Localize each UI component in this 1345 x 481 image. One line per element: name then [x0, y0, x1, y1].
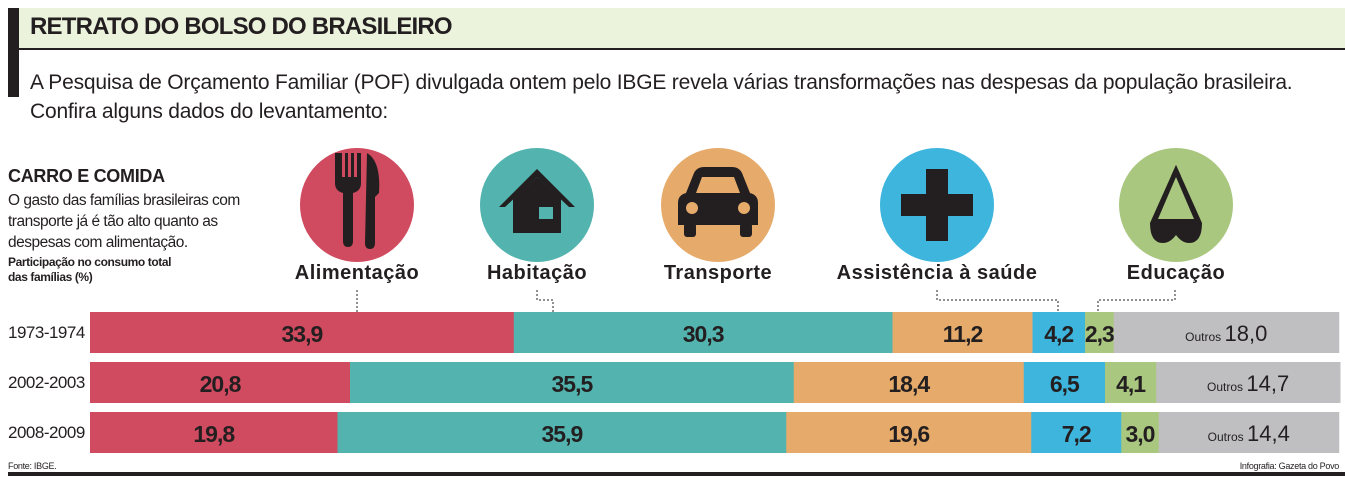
data-label: 35,5	[551, 371, 593, 397]
page-title: RETRATO DO BOLSO DO BRASILEIRO	[30, 13, 453, 40]
bar-segment-transporte	[793, 362, 1025, 403]
data-label: 18,4	[888, 371, 930, 397]
bar-segment-habita-o	[350, 362, 795, 403]
cross-icon	[880, 148, 994, 262]
bar-segment-outros	[1113, 312, 1340, 353]
unit-label: Participação no consumo total das famíli…	[8, 255, 172, 284]
section-heading: CARRO E COMIDA	[8, 166, 165, 186]
pencil-icon	[1119, 148, 1233, 262]
connector-line	[936, 290, 1059, 312]
data-label: 7,2	[1062, 421, 1091, 447]
year-label: 2008-2009	[8, 423, 85, 442]
bar-segment-transporte	[892, 312, 1033, 353]
connector-line	[536, 290, 554, 312]
credit-note: Infografia: Gazeta do Povo	[1239, 461, 1340, 471]
data-label: 33,9	[281, 321, 322, 347]
category-label-transporte: Transporte	[663, 262, 773, 284]
category-label-educacao: Educação	[1126, 262, 1226, 284]
category-label-saude: Assistência à saúde	[836, 262, 1038, 284]
icon-circle	[300, 148, 414, 262]
bar-segment-alimenta-o	[90, 362, 351, 403]
data-label: 3,0	[1126, 421, 1155, 447]
source-note: Fonte: IBGE.	[8, 461, 57, 471]
data-label: 2,3	[1085, 321, 1114, 347]
footer-rule	[8, 472, 1345, 476]
intro-text: A Pesquisa de Orçamento Familiar (POF) d…	[30, 71, 1293, 123]
connector-line	[1097, 290, 1176, 312]
category-label-alimentacao: Alimentação	[294, 262, 420, 284]
bar-segment-habita-o	[513, 312, 893, 353]
data-label: 19,8	[193, 421, 235, 447]
section-text: O gasto das famílias brasileiras com tra…	[8, 192, 240, 251]
bar-segment-alimenta-o	[90, 312, 515, 353]
house-icon	[480, 148, 594, 262]
bar-segment-outros	[1156, 362, 1341, 403]
data-label: Outros 14,4	[1208, 421, 1290, 446]
data-label: 30,3	[683, 321, 724, 347]
data-label: 19,6	[888, 421, 929, 447]
data-label: 20,8	[200, 371, 242, 397]
data-label: Outros 18,0	[1185, 321, 1267, 346]
year-label: 2002-2003	[8, 373, 85, 392]
bar-segment-educa-o	[1085, 312, 1115, 353]
car-icon	[661, 148, 775, 262]
data-label: 35,9	[541, 421, 582, 447]
bar-segment-transporte	[786, 412, 1032, 453]
bar-segment-educa-o	[1121, 412, 1160, 453]
year-label: 1973-1974	[8, 323, 85, 342]
data-label: 4,2	[1044, 321, 1073, 347]
bar-segment-educa-o	[1105, 362, 1157, 403]
category-label-habitacao: Habitação	[486, 262, 588, 284]
title-accent-bar	[8, 8, 19, 97]
bar-segment-assist-ncia-sa-de	[1032, 312, 1086, 353]
data-label: 6,5	[1050, 371, 1080, 397]
bar-segment-alimenta-o	[90, 412, 338, 453]
bar-segment-assist-ncia-sa-de	[1031, 412, 1122, 453]
data-label: Outros 14,7	[1207, 371, 1289, 396]
fork-knife-icon	[300, 148, 414, 262]
title-band	[19, 8, 1345, 50]
bar-segment-assist-ncia-sa-de	[1023, 362, 1106, 403]
data-label: 11,2	[943, 321, 983, 347]
bar-segment-habita-o	[337, 412, 787, 453]
data-label: 4,1	[1116, 371, 1146, 397]
bar-segment-outros	[1158, 412, 1340, 453]
